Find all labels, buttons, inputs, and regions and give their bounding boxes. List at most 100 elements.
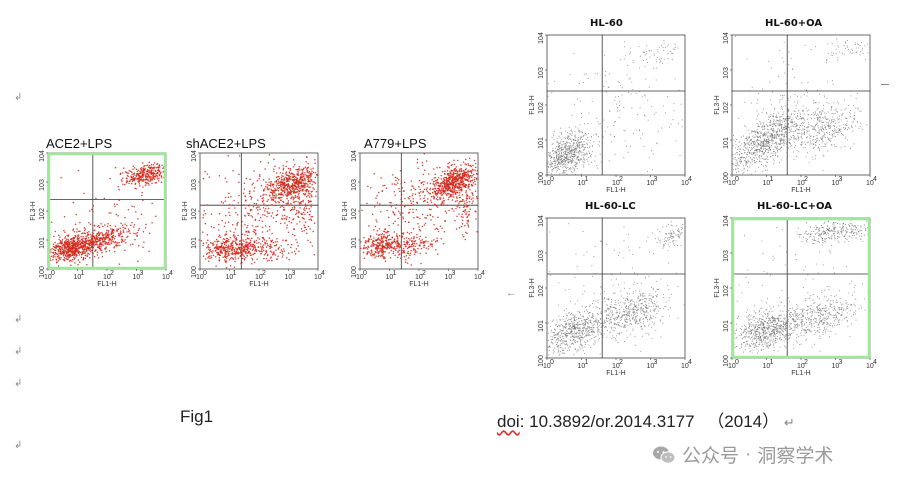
event-dot — [146, 179, 148, 181]
event-dot — [582, 81, 584, 84]
event-dot — [281, 252, 284, 255]
event-dot — [569, 144, 571, 146]
event-dot — [162, 167, 164, 170]
event-dot — [239, 255, 242, 257]
event-dot — [304, 186, 306, 189]
y-tick-label: 100 — [351, 266, 358, 278]
event-dot — [137, 218, 139, 220]
event-dot — [280, 191, 282, 194]
event-dot — [749, 144, 751, 146]
event-dot — [111, 238, 114, 241]
event-dot — [245, 244, 248, 246]
event-dot — [218, 257, 221, 259]
event-dot — [453, 191, 456, 193]
event-dot — [103, 197, 106, 200]
event-dot — [466, 211, 468, 213]
event-dot — [565, 147, 567, 149]
event-dot — [412, 208, 414, 211]
event-dot — [462, 175, 464, 177]
event-dot — [569, 143, 571, 145]
event-dot — [279, 185, 281, 187]
event-dot — [227, 196, 230, 199]
event-dot — [270, 188, 272, 190]
event-dot — [433, 180, 435, 183]
event-dot — [152, 164, 155, 166]
event-dot — [273, 170, 275, 173]
event-dot — [115, 213, 118, 216]
event-dot — [119, 232, 122, 234]
event-dot — [281, 175, 283, 177]
event-dot — [386, 246, 389, 249]
event-dot — [769, 150, 771, 152]
event-dot — [82, 237, 84, 240]
event-dot — [286, 257, 288, 259]
event-dot — [813, 102, 815, 104]
event-dot — [255, 232, 257, 235]
event-dot — [462, 198, 464, 201]
event-dot — [586, 144, 588, 146]
event-dot — [140, 213, 143, 216]
event-dot — [132, 175, 135, 178]
event-dot — [449, 189, 451, 191]
event-dot — [468, 210, 470, 213]
event-dot — [113, 246, 115, 249]
event-dot — [430, 219, 432, 221]
event-dot — [463, 185, 465, 187]
event-dot — [61, 245, 63, 247]
event-dot — [296, 173, 298, 175]
event-dot — [131, 182, 133, 185]
event-dot — [452, 172, 455, 175]
event-dot — [758, 126, 760, 128]
event-dot — [623, 157, 625, 159]
event-dot — [215, 246, 218, 248]
event-dot — [262, 244, 265, 246]
event-dot — [70, 248, 73, 251]
event-dot — [204, 212, 207, 215]
event-dot — [298, 180, 301, 183]
event-dot — [655, 58, 657, 61]
x-tick-label: 10 — [578, 180, 586, 187]
event-dot — [228, 250, 231, 253]
event-dot — [284, 194, 287, 196]
event-dot — [244, 234, 246, 236]
event-dot — [104, 224, 106, 226]
event-dot — [71, 260, 73, 262]
event-dot — [268, 225, 271, 228]
event-dot — [453, 180, 455, 182]
event-dot — [575, 141, 577, 144]
event-dot — [225, 260, 228, 262]
event-dot — [279, 183, 282, 186]
flow-plot-hl60: HL-60 10 0 100 10 1 101 10 2 102 10 3 103 10 4 104 FL1-… — [515, 15, 695, 195]
event-dot — [549, 166, 552, 168]
event-dot — [594, 155, 596, 157]
event-dot — [293, 206, 296, 209]
event-dot — [435, 198, 438, 200]
event-dot — [78, 230, 80, 233]
event-dot — [436, 167, 438, 169]
event-dot — [91, 249, 93, 252]
event-dot — [646, 51, 648, 53]
event-dot — [558, 154, 560, 156]
event-dot — [62, 258, 65, 261]
event-dot — [244, 248, 246, 250]
event-dot — [452, 193, 454, 196]
event-dot — [268, 212, 271, 214]
event-dot — [101, 255, 104, 258]
event-dot — [471, 191, 473, 194]
event-dot — [264, 214, 266, 216]
event-dot — [449, 177, 452, 180]
event-dot — [650, 50, 653, 52]
event-dot — [632, 88, 634, 91]
event-dot — [732, 169, 735, 171]
event-dot — [448, 196, 450, 199]
event-dot — [249, 178, 251, 180]
event-dot — [245, 246, 248, 248]
event-dot — [447, 173, 449, 176]
event-dot — [609, 110, 611, 112]
event-dot — [433, 168, 435, 170]
event-dot — [562, 164, 564, 166]
event-dot — [673, 90, 675, 92]
event-dot — [547, 162, 549, 164]
event-dot — [102, 241, 104, 243]
event-dot — [385, 247, 387, 249]
